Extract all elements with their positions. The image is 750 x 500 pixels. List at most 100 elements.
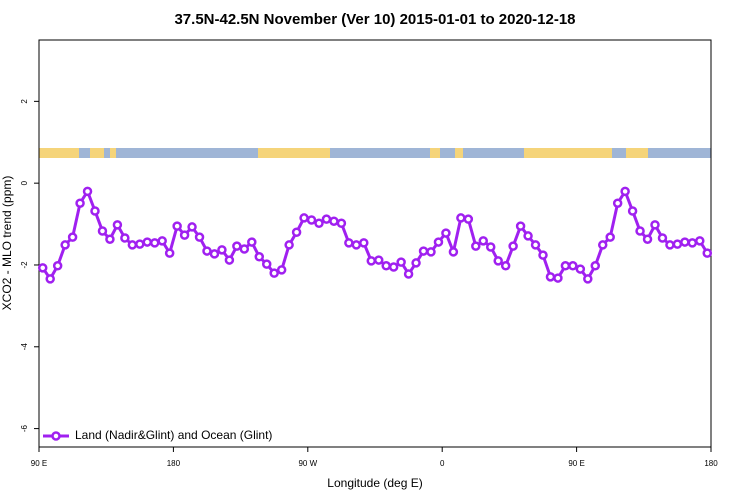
data-point bbox=[276, 265, 287, 275]
data-point bbox=[112, 220, 123, 230]
data-point bbox=[373, 255, 384, 265]
data-point bbox=[500, 261, 511, 271]
data-point bbox=[60, 240, 70, 250]
data-point bbox=[418, 246, 429, 256]
data-point bbox=[314, 218, 324, 229]
data-point bbox=[456, 213, 466, 223]
data-point bbox=[657, 233, 668, 243]
data-point bbox=[37, 263, 48, 273]
data-point bbox=[90, 206, 100, 216]
data-point bbox=[642, 234, 653, 244]
data-point bbox=[172, 221, 182, 231]
data-point bbox=[194, 232, 205, 242]
data-point bbox=[247, 237, 257, 247]
data-point bbox=[187, 222, 197, 232]
data-point bbox=[381, 261, 391, 271]
data-point bbox=[515, 221, 526, 231]
data-point bbox=[553, 273, 563, 283]
data-point bbox=[75, 198, 85, 208]
data-point bbox=[650, 220, 660, 230]
data-point bbox=[665, 240, 675, 250]
data-point bbox=[411, 258, 421, 268]
data-point bbox=[82, 186, 93, 197]
data-point bbox=[149, 238, 160, 248]
data-point bbox=[523, 231, 533, 241]
x-tick-label: 90 E bbox=[568, 459, 584, 468]
data-point bbox=[291, 227, 302, 238]
data-point bbox=[568, 261, 578, 271]
data-point bbox=[321, 214, 332, 224]
data-point bbox=[388, 262, 399, 272]
data-point bbox=[366, 256, 377, 266]
data-point bbox=[336, 218, 347, 229]
data-point bbox=[261, 259, 272, 269]
x-tick-label: 90 E bbox=[31, 459, 47, 468]
data-point bbox=[426, 247, 436, 257]
data-point bbox=[605, 232, 615, 242]
plot-frame bbox=[38, 39, 712, 448]
data-point bbox=[179, 230, 190, 240]
data-point bbox=[448, 247, 459, 257]
data-point bbox=[403, 269, 414, 279]
land-ocean-strip bbox=[39, 148, 711, 158]
data-point bbox=[209, 249, 220, 259]
x-tick-label: 180 bbox=[167, 459, 181, 468]
data-point bbox=[269, 268, 279, 278]
data-point bbox=[493, 256, 503, 266]
data-point bbox=[680, 237, 690, 247]
data-point bbox=[583, 274, 593, 284]
data-point bbox=[575, 264, 586, 274]
data-point bbox=[97, 226, 108, 236]
data-point bbox=[627, 206, 638, 216]
y-tick-label: 2 bbox=[20, 99, 29, 104]
data-point bbox=[254, 252, 265, 262]
data-point bbox=[590, 261, 601, 271]
data-point bbox=[67, 232, 78, 242]
y-axis-label: XCO2 - MLO trend (ppm) bbox=[0, 176, 14, 311]
data-point bbox=[478, 236, 489, 246]
data-point bbox=[224, 255, 235, 265]
data-point bbox=[508, 241, 518, 251]
data-point bbox=[597, 240, 608, 250]
y-tick-label: -2 bbox=[20, 261, 29, 269]
data-point bbox=[164, 248, 175, 258]
data-point bbox=[545, 272, 556, 282]
data-point bbox=[142, 237, 153, 247]
data-point bbox=[441, 228, 451, 238]
legend-label: Land (Nadir&Glint) and Ocean (Glint) bbox=[75, 428, 272, 442]
data-point bbox=[687, 238, 698, 248]
data-point bbox=[538, 250, 548, 260]
data-point bbox=[359, 238, 369, 248]
data-point bbox=[157, 236, 167, 246]
data-point bbox=[306, 215, 317, 225]
data-point bbox=[433, 237, 444, 247]
x-tick-label: 0 bbox=[440, 459, 445, 468]
y-tick-label: 0 bbox=[20, 180, 29, 185]
data-point bbox=[612, 198, 623, 208]
data-point bbox=[135, 239, 145, 249]
data-point bbox=[239, 244, 250, 254]
data-point bbox=[202, 246, 212, 256]
data-point bbox=[396, 257, 406, 267]
data-point bbox=[52, 261, 63, 271]
data-point bbox=[45, 274, 55, 284]
data-point bbox=[463, 214, 474, 224]
data-point bbox=[299, 213, 309, 223]
data-point bbox=[120, 233, 130, 243]
x-axis-label: Longitude (deg E) bbox=[327, 476, 422, 490]
data-point bbox=[232, 241, 242, 251]
data-point bbox=[672, 239, 683, 249]
data-point bbox=[560, 261, 571, 271]
data-point bbox=[702, 248, 713, 258]
chart-title: 37.5N-42.5N November (Ver 10) 2015-01-01… bbox=[174, 11, 575, 28]
data-point bbox=[127, 240, 138, 250]
data-point bbox=[351, 240, 362, 250]
x-tick-label: 90 W bbox=[298, 459, 317, 468]
x-tick-label: 180 bbox=[704, 459, 718, 468]
data-point bbox=[217, 245, 227, 255]
data-point bbox=[105, 234, 115, 244]
data-point bbox=[635, 226, 645, 236]
legend-marker bbox=[51, 431, 61, 441]
data-point bbox=[620, 186, 630, 197]
